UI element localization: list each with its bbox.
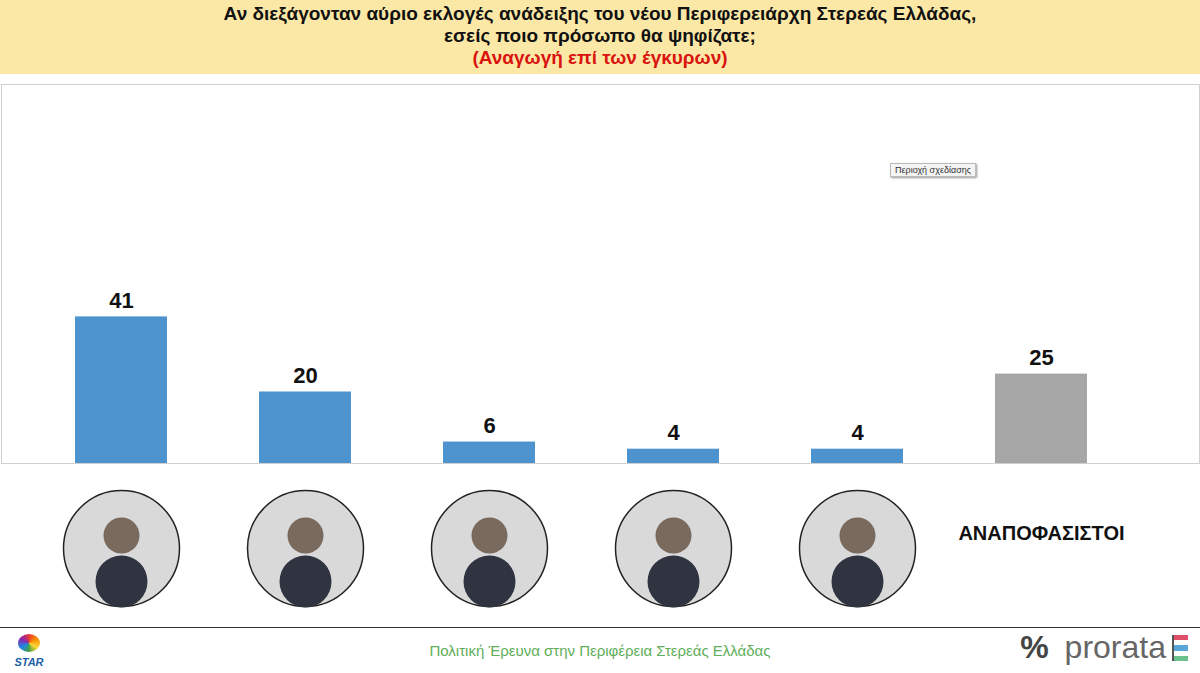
svg-text:4: 4 [667, 420, 680, 445]
svg-text:20: 20 [293, 363, 317, 388]
html-text:Περιοχή σχεδίασης: Περιοχή σχεδίασης [895, 165, 971, 175]
html-text:Πολιτική Έρευνα στην Περιφέρει: Πολιτική Έρευνα στην Περιφέρεια Στερεάς … [429, 642, 771, 659]
svg-text:25: 25 [1029, 345, 1053, 370]
html-text:Αν διεξάγονταν αύριο εκλογές α: Αν διεξάγονταν αύριο εκλογές ανάδειξης τ… [223, 3, 977, 46]
svg-text:41: 41 [109, 288, 133, 313]
svg-text:4: 4 [851, 420, 864, 445]
svg-text:ΑΝΑΠΟΦΑΣΙΣΤΟΙ: ΑΝΑΠΟΦΑΣΙΣΤΟΙ [958, 522, 1124, 544]
html-text:STAR: STAR [14, 656, 44, 668]
svg-text:6: 6 [483, 413, 495, 438]
html-text:prorata: prorata [1064, 629, 1166, 665]
html-text:(Αναγωγή επί των έγκυρων): (Αναγωγή επί των έγκυρων) [472, 47, 728, 68]
